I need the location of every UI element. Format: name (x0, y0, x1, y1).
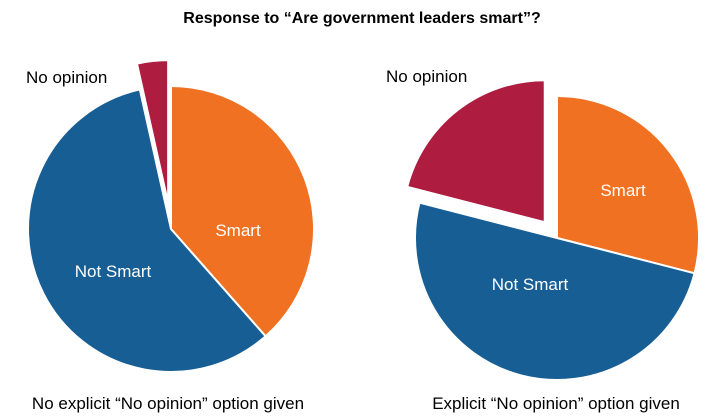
pie-right-explicit-option: Smart Not Smart No opinion (386, 67, 700, 381)
pie-right-label-not-smart: Not Smart (492, 275, 569, 294)
pie-left-label-not-smart: Not Smart (75, 262, 152, 281)
pie-right-caption: Explicit “No opinion” option given (432, 394, 680, 413)
chart-title: Response to “Are government leaders smar… (183, 10, 540, 27)
pie-right-slice-smart (556, 95, 700, 275)
pie-right-label-smart: Smart (600, 181, 646, 200)
pie-left-label-no-opinion: No opinion (26, 68, 107, 87)
pie-right-label-no-opinion: No opinion (386, 67, 467, 86)
pie-left-slice-no-opinion (135, 59, 170, 205)
pie-right-slice-no-opinion (406, 79, 546, 224)
pie-left-slice-smart (170, 85, 315, 338)
pie-right-slice-not-smart (414, 201, 696, 381)
pie-left-slice-not-smart (27, 88, 267, 373)
pie-left-label-smart: Smart (215, 221, 261, 240)
pie-left-caption: No explicit “No opinion” option given (32, 394, 304, 413)
pie-left-no-explicit-option: Smart Not Smart No opinion (26, 59, 315, 373)
